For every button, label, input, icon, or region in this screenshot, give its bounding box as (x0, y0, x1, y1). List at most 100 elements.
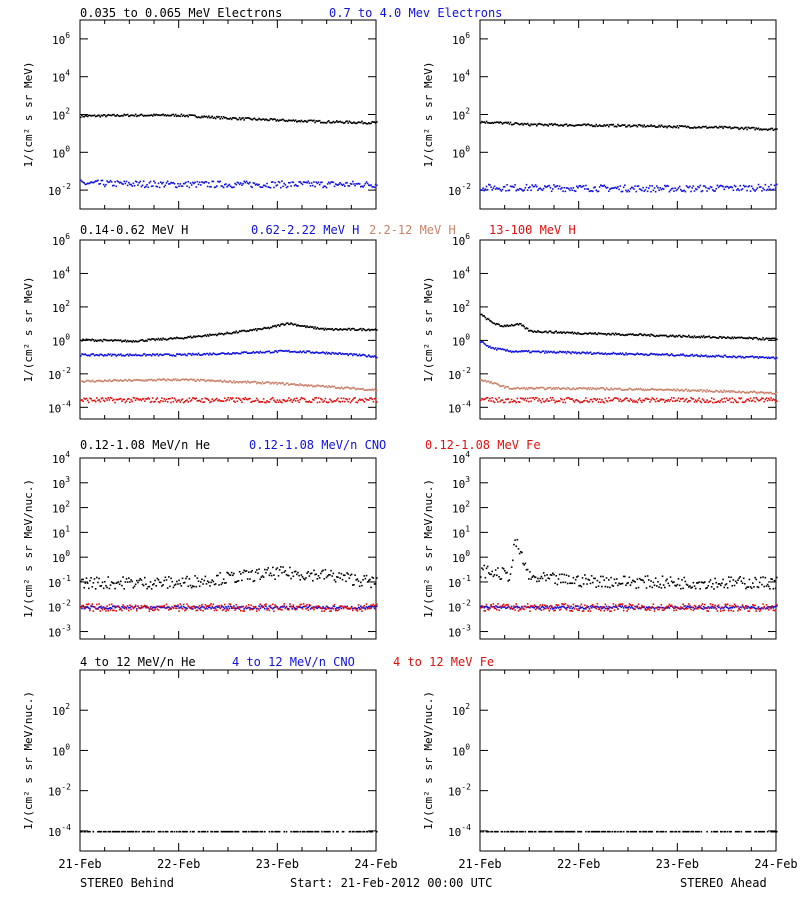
data-point (113, 379, 115, 381)
data-point (322, 401, 324, 403)
data-point (491, 570, 494, 573)
data-point (586, 351, 588, 354)
data-point (560, 188, 562, 190)
data-point (93, 399, 96, 402)
data-point (593, 332, 595, 335)
data-point (171, 379, 174, 382)
data-point (594, 605, 596, 608)
data-point (628, 576, 631, 579)
data-point (676, 583, 679, 586)
data-point (291, 608, 294, 610)
data-point (126, 113, 129, 116)
data-point (531, 576, 534, 578)
data-point (260, 328, 263, 331)
data-point (506, 571, 508, 574)
data-point (548, 606, 551, 608)
data-point (496, 121, 498, 123)
data-point (550, 190, 553, 193)
data-point (80, 355, 82, 357)
data-point (506, 184, 508, 186)
data-point (737, 355, 739, 358)
data-point (619, 605, 622, 607)
data-point (81, 399, 83, 401)
data-point (187, 180, 190, 183)
data-point (262, 118, 265, 120)
y-tick-label: 10-2 (48, 599, 71, 615)
data-point (675, 585, 678, 587)
data-point (126, 398, 129, 401)
data-point (178, 610, 180, 612)
data-point (571, 189, 574, 191)
data-point (341, 352, 344, 355)
data-point (230, 118, 233, 121)
data-point (321, 384, 323, 387)
data-point (510, 566, 513, 568)
data-point (538, 398, 540, 400)
data-point (325, 605, 328, 608)
data-point (341, 400, 344, 403)
data-point (568, 606, 570, 608)
data-point (214, 117, 217, 120)
data-point (488, 399, 490, 402)
data-point (107, 397, 110, 399)
data-point (762, 337, 764, 339)
data-point (578, 607, 580, 610)
data-point (286, 120, 289, 123)
data-point (178, 185, 180, 188)
data-point (715, 187, 718, 190)
data-point (194, 336, 196, 338)
data-point (256, 119, 258, 121)
data-point (101, 340, 104, 343)
data-point (635, 333, 638, 336)
data-point (123, 605, 126, 608)
data-point (149, 353, 152, 356)
data-point (249, 608, 251, 611)
data-point (164, 607, 167, 609)
data-point (366, 398, 369, 401)
data-point (144, 340, 146, 342)
data-point (758, 607, 761, 610)
data-point (129, 604, 131, 607)
data-point (154, 339, 156, 342)
data-point (568, 351, 570, 353)
data-point (196, 180, 199, 183)
data-point (326, 575, 329, 577)
data-point (667, 354, 670, 356)
data-point (516, 122, 519, 125)
data-point (266, 350, 268, 353)
data-point (94, 115, 97, 118)
data-point (747, 356, 750, 358)
data-point (630, 604, 633, 607)
data-point (605, 387, 608, 389)
data-point (748, 127, 751, 129)
data-point (184, 609, 186, 612)
data-point (288, 607, 290, 610)
data-point (248, 117, 250, 119)
data-point (308, 575, 311, 577)
data-point (714, 390, 716, 393)
data-point (604, 585, 607, 588)
data-point (84, 114, 87, 117)
data-point (85, 577, 88, 579)
data-point (550, 351, 553, 353)
data-point (590, 333, 593, 335)
data-point (272, 603, 274, 606)
data-point (232, 397, 234, 399)
data-point (112, 582, 114, 584)
data-point (216, 397, 218, 400)
data-point (659, 606, 662, 609)
data-point (635, 387, 638, 390)
data-point (361, 329, 363, 332)
data-point (164, 338, 167, 340)
data-point (253, 579, 256, 582)
data-point (110, 397, 113, 399)
data-point (206, 398, 209, 400)
data-point (676, 354, 679, 357)
data-point (256, 351, 258, 353)
data-point (627, 399, 630, 402)
data-point (678, 608, 681, 610)
data-point (142, 605, 145, 608)
data-point (210, 186, 212, 188)
data-point (770, 183, 772, 186)
data-point (537, 350, 539, 352)
